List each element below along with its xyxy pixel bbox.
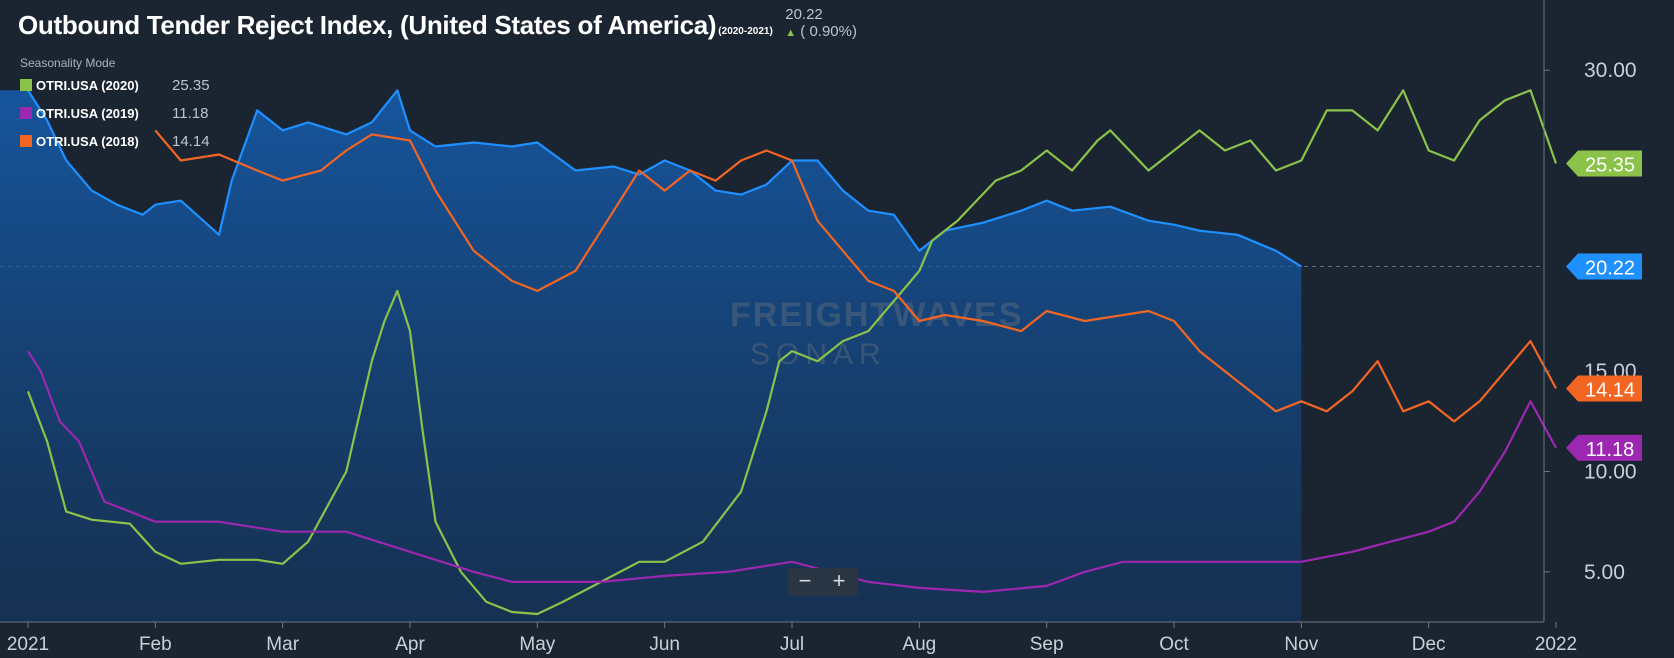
chart-title: Outbound Tender Reject Index, (United St… [18,10,717,40]
watermark-line2: SONAR [750,338,887,371]
chart-date-range: (2020-2021) [718,26,773,37]
legend-item[interactable]: OTRI.USA (2020) 25.35 [20,76,210,104]
y-tick-label: 10.00 [1584,461,1637,484]
value-badges-layer: 20.22 25.35 14.14 11.18 [1566,150,1642,461]
legend-item-value: 25.35 [172,77,210,94]
zoom-out-button[interactable]: − [798,568,812,593]
x-tick-label: Dec [1412,634,1446,655]
axes-layer: 2021 Feb Mar Apr May Jun Jul Aug Sep Oct Nov Dec 202… [0,0,1637,655]
x-tick-label: 2021 [7,634,49,655]
area-fill-layer [0,90,1302,622]
legend-item[interactable]: OTRI.USA (2018) 14.14 [20,132,210,160]
legend-item-value: 14.14 [172,133,210,150]
legend-swatch [20,107,32,119]
x-tick-label: Oct [1159,634,1189,655]
x-tick-label: May [519,634,555,655]
y-tick-label: 5.00 [1584,561,1625,584]
series-area-fill [0,90,1302,622]
value-badge: 11.18 [1566,434,1642,461]
x-tick-label: Mar [266,634,299,655]
value-badge-label: 11.18 [1586,439,1635,461]
value-badge-bg [1566,434,1642,461]
legend-item-value: 11.18 [172,105,209,122]
x-tick-label: Feb [139,634,172,655]
y-tick-label: 30.00 [1584,59,1637,82]
series-line [154,129,1557,423]
zoom-control: − + [788,568,858,596]
watermark: FREIGHTWAVES SONAR [730,296,1024,371]
value-badge-bg [1566,253,1642,280]
watermark-line1: FREIGHTWAVES [730,296,1024,334]
series-lines-layer [26,89,1558,616]
x-tick-label: 2022 [1535,634,1577,655]
value-badge: 25.35 [1566,150,1642,177]
value-badge: 14.14 [1566,375,1642,402]
x-tick-label: Sep [1030,634,1064,655]
value-badge-label: 14.14 [1585,379,1635,401]
series-line [26,89,1558,616]
value-badge-label: 20.22 [1585,257,1635,279]
legend-item[interactable]: OTRI.USA (2019) 11.18 [20,104,210,132]
legend: Seasonality Mode OTRI.USA (2020) 25.35 OT… [20,56,210,160]
seasonality-mode-label: Seasonality Mode [20,56,116,70]
x-tick-label: Aug [902,634,936,655]
value-badge-bg [1566,150,1642,177]
headline-value-block: 20.22 ▲ ( 0.90%) [785,6,857,42]
series-line [27,350,1557,593]
value-badge: 20.22 [1566,253,1642,280]
legend-swatch [20,135,32,147]
x-tick-label: Nov [1284,634,1318,655]
headline-change: ( 0.90%) [800,23,857,40]
value-badge-label: 25.35 [1585,155,1635,177]
x-tick-label: Jul [780,634,804,655]
x-tick-label: Apr [395,634,425,655]
legend-item-name: OTRI.USA (2018) [36,134,139,149]
headline-value: 20.22 [785,6,823,23]
zoom-in-button[interactable]: + [832,568,846,593]
legend-item-name: OTRI.USA (2019) [36,106,139,121]
value-badge-bg [1566,375,1642,402]
legend-swatch [20,79,32,91]
x-tick-label: Jun [649,634,680,655]
chart-header: Outbound Tender Reject Index, (United St… [18,6,857,42]
legend-item-name: OTRI.USA (2020) [36,78,139,93]
up-arrow-icon: ▲ [785,27,797,39]
series-line [27,89,1302,268]
